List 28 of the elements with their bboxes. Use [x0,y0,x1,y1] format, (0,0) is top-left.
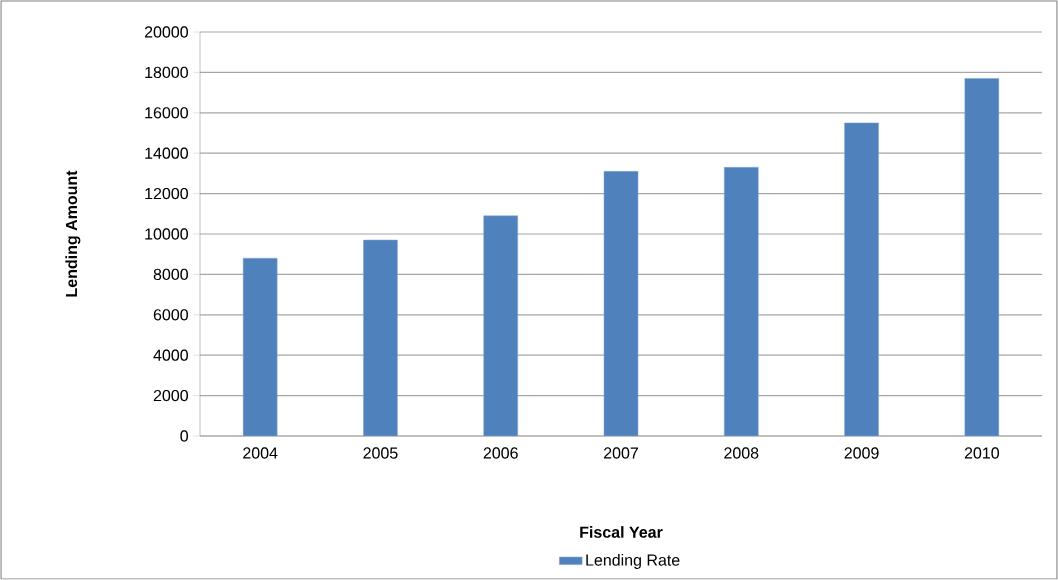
bar [363,239,398,436]
x-tick-label: 2008 [724,447,759,459]
y-tick-label: 16000 [145,107,188,119]
y-tick-label: 12000 [145,187,188,200]
x-tick-label: 2007 [603,447,638,459]
x-axis-title: Fiscal Year [580,526,663,538]
bar [483,215,518,436]
y-tick-label: 4000 [153,349,188,361]
x-tick-label: 2006 [483,447,518,459]
y-tick-label: 20000 [144,26,188,38]
y-tick-label: 10000 [145,228,188,240]
y-tick-label: 6000 [153,309,188,321]
x-tick-label: 2005 [363,447,398,459]
y-tick-label: 18000 [145,66,188,79]
legend-label: Lending Rate [586,554,680,569]
bar [724,167,759,436]
y-tick-label: 0 [180,430,189,442]
bar [964,78,1000,436]
y-tick-label: 14000 [145,147,188,159]
bar [242,257,278,436]
x-tick-label: 2010 [964,447,1000,459]
y-axis-title: Lending Amount [65,170,81,297]
bar [603,171,639,436]
x-tick-label: 2009 [844,447,879,459]
y-tick-label: 2000 [153,389,188,402]
y-tick-label: 8000 [153,268,188,281]
x-tick-label: 2004 [243,447,278,459]
bar [844,122,879,436]
